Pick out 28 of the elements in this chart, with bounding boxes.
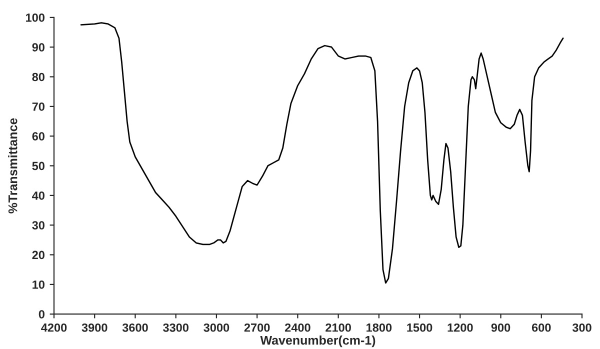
x-tick-label: 2100: [326, 323, 351, 332]
x-tick-label: 2400: [284, 323, 310, 332]
y-tick-label: 80: [32, 72, 44, 82]
x-tick-label: 1200: [448, 323, 473, 332]
line-series: [80, 22, 564, 284]
y-tick-label: 0: [38, 310, 44, 318]
y-tick-label: 20: [32, 250, 44, 260]
y-tick-label: 40: [32, 191, 44, 200]
y-axis-title: %Transmittance: [8, 118, 18, 214]
y-tick-label: 50: [32, 162, 44, 170]
x-tick-label: 2700: [244, 323, 270, 332]
x-axis-title: Wavenumber(cm-1): [260, 336, 376, 348]
y-tick-label: 30: [32, 221, 44, 230]
x-tick-label: 3900: [82, 323, 108, 332]
y-tick-label: 60: [32, 132, 44, 141]
x-tick-label: 3000: [204, 323, 230, 332]
x-tick-label: 4200: [41, 323, 67, 332]
x-tick-label: 900: [491, 323, 510, 332]
x-tick-label: 300: [572, 323, 592, 332]
y-tick-label: 90: [32, 43, 44, 52]
x-tick-label: 1800: [366, 323, 392, 332]
y-tick-label: 70: [32, 102, 44, 111]
x-tick-label: 1500: [407, 323, 432, 332]
y-tick-label: 10: [32, 280, 44, 289]
y-tick-label: 100: [26, 13, 44, 22]
x-tick-label: 600: [532, 323, 551, 332]
x-tick-label: 3300: [162, 323, 188, 332]
x-tick-label: 3600: [122, 323, 148, 332]
